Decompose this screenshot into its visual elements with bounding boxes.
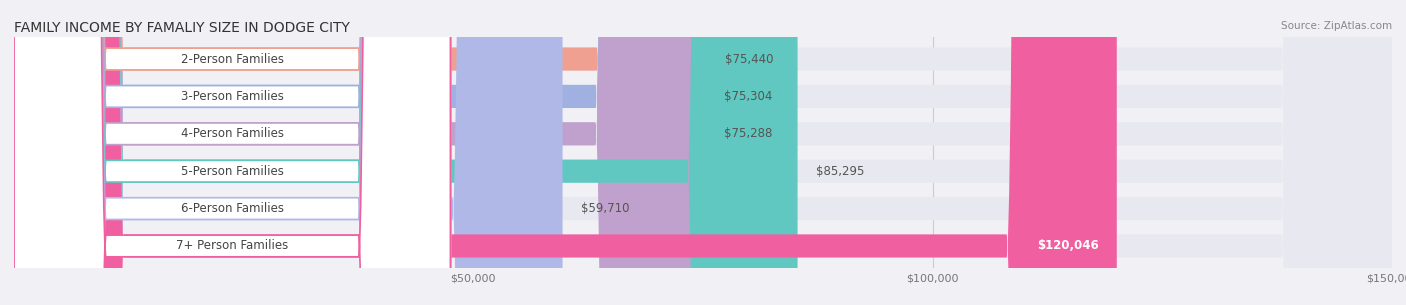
Text: 3-Person Families: 3-Person Families (181, 90, 284, 103)
FancyBboxPatch shape (14, 0, 706, 305)
Text: $75,440: $75,440 (725, 52, 773, 66)
Text: FAMILY INCOME BY FAMALIY SIZE IN DODGE CITY: FAMILY INCOME BY FAMALIY SIZE IN DODGE C… (14, 21, 350, 35)
FancyBboxPatch shape (14, 0, 1392, 305)
Text: Source: ZipAtlas.com: Source: ZipAtlas.com (1281, 21, 1392, 31)
FancyBboxPatch shape (14, 0, 797, 305)
FancyBboxPatch shape (14, 0, 1392, 305)
Text: 2-Person Families: 2-Person Families (181, 52, 284, 66)
FancyBboxPatch shape (14, 0, 450, 305)
FancyBboxPatch shape (14, 0, 450, 305)
Text: $85,295: $85,295 (815, 165, 865, 178)
FancyBboxPatch shape (14, 0, 1392, 305)
Text: 5-Person Families: 5-Person Families (181, 165, 284, 178)
Text: $59,710: $59,710 (581, 202, 630, 215)
Text: 4-Person Families: 4-Person Families (181, 127, 284, 140)
FancyBboxPatch shape (14, 0, 707, 305)
FancyBboxPatch shape (14, 0, 450, 305)
FancyBboxPatch shape (14, 0, 706, 305)
FancyBboxPatch shape (14, 0, 1392, 305)
FancyBboxPatch shape (14, 0, 450, 305)
FancyBboxPatch shape (14, 0, 1116, 305)
Text: 6-Person Families: 6-Person Families (181, 202, 284, 215)
Text: $75,304: $75,304 (724, 90, 772, 103)
FancyBboxPatch shape (14, 0, 450, 305)
Text: $120,046: $120,046 (1036, 239, 1098, 253)
FancyBboxPatch shape (14, 0, 562, 305)
FancyBboxPatch shape (14, 0, 1392, 305)
Text: 7+ Person Families: 7+ Person Families (176, 239, 288, 253)
FancyBboxPatch shape (14, 0, 450, 305)
FancyBboxPatch shape (14, 0, 1392, 305)
Text: $75,288: $75,288 (724, 127, 772, 140)
